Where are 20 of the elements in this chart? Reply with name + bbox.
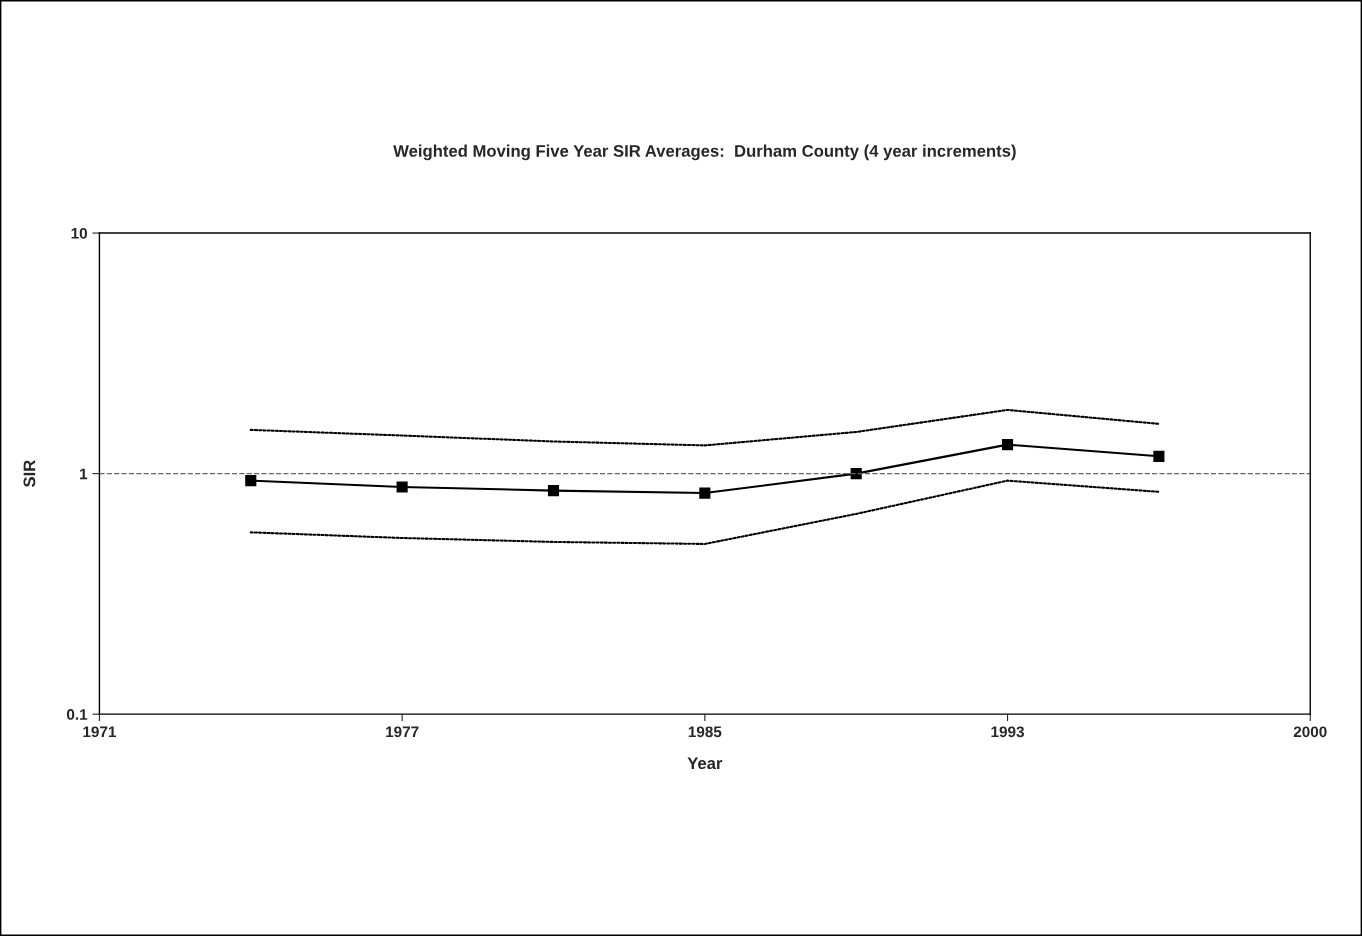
y-tick-label: 1 [80, 468, 88, 480]
x-tick-label: 2000 [1293, 726, 1327, 738]
point [1153, 450, 1165, 462]
point [699, 487, 711, 499]
x-tick-label: 1993 [991, 726, 1024, 738]
x-tick-label: 1971 [83, 726, 116, 738]
point [850, 468, 862, 480]
point [245, 475, 257, 487]
x-axis-title: Year [687, 757, 723, 770]
point [1001, 439, 1014, 451]
x-tick-label: 1977 [386, 726, 419, 738]
x-tick-label: 1985 [688, 726, 722, 738]
y-axis-title: SIR [23, 460, 36, 488]
line-series [249, 479, 1160, 545]
y-tick-label: 10 [71, 227, 87, 239]
line-series [249, 408, 1160, 447]
point [547, 485, 560, 497]
y-tick-label: 0.1 [66, 709, 88, 720]
chart-title: Weighted Moving Five Year SIR Averages: Durham County (4 year increments) [393, 144, 1016, 161]
point [396, 481, 408, 493]
